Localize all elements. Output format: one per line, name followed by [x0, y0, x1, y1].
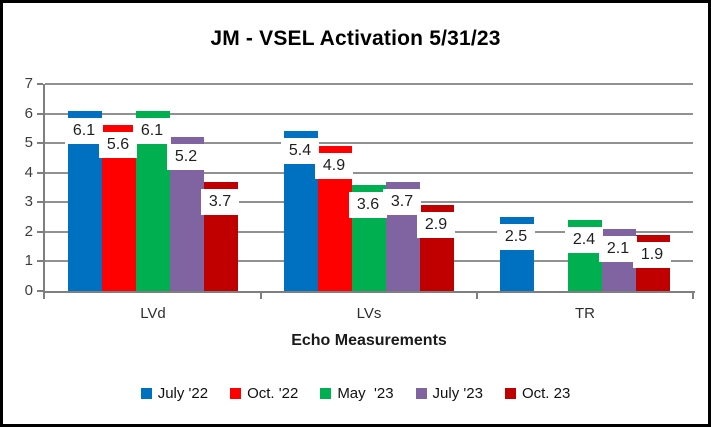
y-axis-tick	[37, 290, 43, 292]
y-axis-tick-label: 2	[24, 222, 33, 240]
legend-item: May '23	[320, 385, 394, 402]
legend-item: July '22	[140, 385, 209, 402]
bar-value-label: 3.6	[349, 191, 387, 218]
bar-value-label: 4.9	[315, 153, 353, 180]
bar-value-label: 3.7	[201, 188, 239, 215]
y-axis-tick-label: 7	[24, 75, 33, 92]
y-axis-tick	[37, 201, 43, 204]
y-axis-tick-label: 4	[24, 163, 33, 181]
gridline	[45, 171, 693, 174]
legend: July '22 Oct. '22 May '23 July '23 Oct. 23	[3, 385, 708, 402]
y-axis-tick-label: 0	[24, 282, 33, 299]
x-axis-tick	[260, 293, 262, 299]
gridline	[45, 142, 693, 145]
y-axis-tick-label: 3	[24, 193, 33, 211]
bar-value-label: 2.5	[497, 224, 535, 251]
legend-label: Oct. '22	[247, 385, 299, 402]
y-axis-tick-label: 5	[24, 134, 33, 152]
bar-value-label: 2.4	[565, 227, 603, 254]
bar-value-label: 1.9	[633, 241, 671, 268]
legend-item: July '23	[415, 385, 483, 402]
legend-label: Oct. 23	[521, 385, 571, 402]
category-label: LVd	[140, 305, 166, 322]
y-axis-line	[43, 84, 45, 299]
bar-value-label: 3.7	[383, 188, 421, 215]
y-axis-tick	[37, 83, 43, 85]
legend-label: July '22	[157, 385, 209, 402]
bar-value-label: 5.2	[167, 144, 205, 171]
bar-value-label: 5.4	[281, 138, 319, 165]
bar-value-label: 6.1	[133, 117, 171, 144]
chart-title: JM - VSEL Activation 5/31/23	[210, 27, 501, 50]
legend-item: Oct. 23	[504, 385, 571, 402]
bar-value-label: 2.1	[599, 235, 637, 262]
legend-swatch-icon	[415, 388, 427, 399]
gridline	[45, 112, 693, 115]
y-axis-tick-label: 1	[24, 252, 33, 270]
bar-value-label: 5.6	[99, 132, 137, 159]
bar-value-label: 2.9	[417, 212, 455, 239]
y-axis-tick-label: 6	[24, 104, 33, 122]
y-axis-tick	[37, 260, 43, 263]
legend-item: Oct. '22	[230, 385, 298, 402]
x-axis-title: Echo Measurements	[291, 332, 447, 349]
gridline	[45, 83, 693, 85]
category-label: TR	[575, 305, 595, 322]
legend-swatch-icon	[140, 388, 152, 399]
legend-swatch-icon	[504, 388, 516, 399]
x-axis-tick	[692, 293, 694, 299]
legend-swatch-icon	[320, 388, 332, 399]
y-axis-tick	[37, 230, 43, 233]
legend-label: May '23	[337, 385, 394, 402]
x-axis-line	[43, 291, 695, 293]
y-axis-tick	[37, 171, 43, 174]
bar-value-label: 6.1	[65, 117, 103, 144]
y-axis-tick	[37, 112, 43, 115]
x-axis-tick	[476, 293, 478, 299]
legend-label: July '23	[432, 385, 483, 402]
y-axis-tick	[37, 142, 43, 145]
legend-swatch-icon	[230, 388, 242, 399]
category-label: LVs	[356, 305, 382, 322]
